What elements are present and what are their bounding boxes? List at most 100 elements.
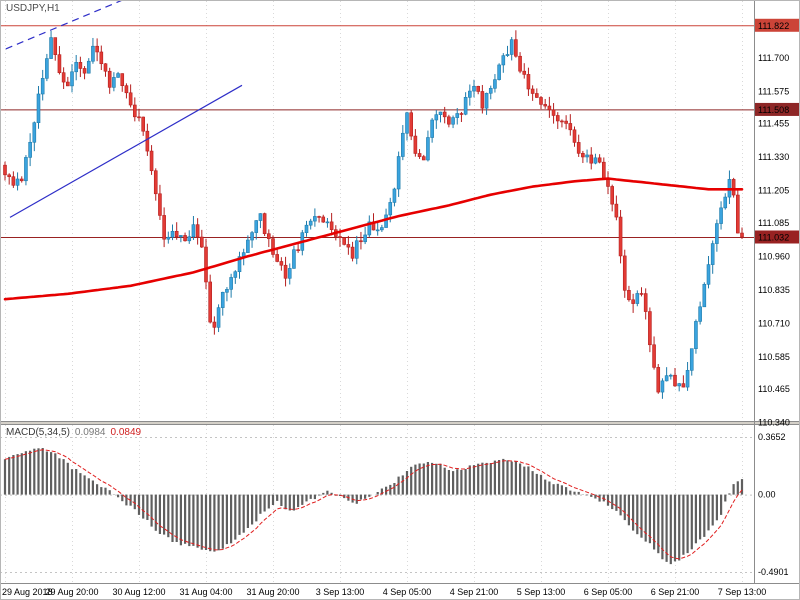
candle-body — [246, 239, 250, 253]
candle-body — [99, 51, 104, 65]
candle-body — [120, 73, 125, 86]
candle-body — [455, 113, 460, 118]
macd-name: MACD(5,34,5) — [6, 427, 70, 438]
candle-body — [547, 105, 552, 111]
candle-body — [74, 62, 78, 73]
candle-body — [57, 54, 62, 73]
candle-body — [568, 123, 573, 131]
dashed-projection-line[interactable] — [5, 0, 133, 50]
candle-body — [581, 153, 585, 158]
candle-body — [589, 154, 594, 164]
candle-body — [685, 370, 690, 388]
macd-histogram — [3, 448, 744, 565]
symbol-period-title: USDJPY,H1 — [6, 3, 60, 14]
candle-body — [292, 249, 296, 269]
candle-body — [187, 236, 192, 242]
candle-body — [107, 70, 112, 88]
macd-main-value: 0.0984 — [74, 427, 106, 438]
candle-body — [468, 90, 472, 98]
candle-body — [484, 92, 489, 109]
candle-body — [208, 281, 212, 323]
candle-body — [426, 137, 430, 161]
candle-body — [622, 255, 627, 291]
macd-signal-line[interactable] — [4, 449, 743, 560]
panel-separator[interactable] — [0, 421, 800, 425]
candle-body — [3, 164, 7, 176]
price-tick-label: 110.340 — [758, 417, 790, 427]
candle-body — [313, 216, 317, 222]
candle-body — [61, 72, 66, 83]
candle-body — [472, 85, 476, 92]
price-tick-label: 110.465 — [758, 384, 790, 394]
candle-body — [501, 55, 506, 66]
candle-body — [614, 203, 619, 218]
candle-body — [53, 37, 58, 55]
candle-body — [715, 223, 719, 244]
price-tick-label: 110.710 — [758, 318, 790, 328]
time-tick-label: 31 Aug 20:00 — [246, 587, 299, 597]
candle-body — [220, 291, 225, 308]
price-level-badge: 111.508 — [755, 102, 800, 116]
candle-body — [660, 380, 665, 393]
candle-body — [229, 277, 233, 290]
candle-body — [380, 227, 384, 231]
candle-body — [669, 374, 673, 377]
candle-body — [576, 142, 581, 154]
candle-body — [413, 135, 418, 154]
price-axis[interactable]: 111.700 111.575 111.455 111.330 111.205 111.0… — [755, 18, 800, 577]
candle-body — [710, 243, 715, 265]
candle-body — [585, 154, 589, 158]
candle-body — [66, 81, 70, 87]
candle-body — [551, 109, 556, 116]
candle-body — [308, 220, 313, 226]
candle-body — [740, 232, 744, 238]
candle-body — [463, 97, 468, 115]
candle-body — [225, 289, 229, 293]
candle-body — [706, 264, 711, 285]
candle-body — [191, 224, 196, 238]
candle-body — [367, 221, 372, 236]
price-badge-label: 111.508 — [758, 105, 789, 115]
time-tick-label: 29 Aug 2018 — [2, 587, 53, 597]
candle-body — [493, 79, 497, 89]
candle-body — [618, 216, 623, 257]
candle-body — [258, 213, 263, 221]
candles-layer — [3, 30, 744, 399]
candle-body — [279, 261, 284, 266]
time-tick-label: 31 Aug 04:00 — [179, 587, 232, 597]
candle-body — [375, 229, 380, 232]
candle-body — [166, 236, 171, 240]
candle-body — [250, 232, 254, 241]
candle-body — [421, 156, 426, 161]
candle-body — [103, 63, 108, 72]
candle-body — [497, 64, 501, 80]
time-tick-label: 4 Sep 05:00 — [383, 587, 432, 597]
candle-body — [593, 157, 598, 164]
candle-body — [133, 104, 137, 118]
candle-body — [28, 141, 32, 158]
candle-body — [24, 157, 28, 182]
candle-body — [610, 186, 614, 205]
candle-body — [195, 224, 200, 238]
ascending-trendline[interactable] — [9, 84, 243, 218]
candle-body — [405, 112, 409, 134]
candle-body — [698, 306, 702, 322]
candle-body — [602, 161, 606, 179]
candle-body — [543, 104, 547, 107]
candle-body — [656, 367, 661, 393]
macd-indicator-label: MACD(5,34,5) 0.0984 0.0849 — [6, 427, 141, 438]
candle-body — [639, 293, 644, 295]
candle-body — [275, 254, 279, 262]
candle-body — [401, 132, 405, 157]
time-tick-label: 6 Sep 05:00 — [584, 587, 633, 597]
moving-average-line[interactable] — [3, 177, 744, 301]
candle-body — [488, 87, 493, 94]
candle-body — [304, 224, 309, 234]
time-tick-label: 30 Aug 12:00 — [112, 587, 165, 597]
candle-body — [116, 73, 120, 78]
candle-body — [736, 194, 740, 234]
candle-body — [128, 92, 133, 106]
candle-body — [70, 71, 74, 87]
